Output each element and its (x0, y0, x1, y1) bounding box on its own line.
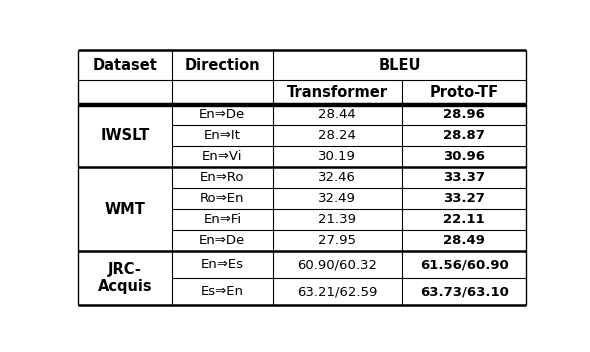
Text: En⇒Es: En⇒Es (201, 258, 244, 271)
Text: 27.95: 27.95 (319, 234, 356, 247)
Text: 28.96: 28.96 (443, 108, 485, 121)
Text: BLEU: BLEU (378, 58, 421, 73)
Text: 63.21/62.59: 63.21/62.59 (297, 285, 378, 298)
Text: En⇒De: En⇒De (199, 234, 245, 247)
Text: Es⇒En: Es⇒En (201, 285, 244, 298)
Text: 63.73/63.10: 63.73/63.10 (420, 285, 509, 298)
Text: 28.44: 28.44 (319, 108, 356, 121)
Text: IWSLT: IWSLT (100, 128, 150, 143)
Text: 28.49: 28.49 (443, 234, 485, 247)
Text: 61.56/60.90: 61.56/60.90 (420, 258, 509, 271)
Text: Direction: Direction (185, 58, 260, 73)
Text: En⇒Fi: En⇒Fi (204, 213, 241, 226)
Text: Transformer: Transformer (287, 84, 388, 100)
Text: 21.39: 21.39 (319, 213, 356, 226)
Text: WMT: WMT (105, 202, 146, 217)
Text: En⇒De: En⇒De (199, 108, 245, 121)
Text: Ro⇒En: Ro⇒En (200, 192, 245, 205)
Text: En⇒It: En⇒It (204, 129, 241, 142)
Text: 28.87: 28.87 (443, 129, 485, 142)
Text: 30.96: 30.96 (443, 150, 485, 163)
Text: Dataset: Dataset (93, 58, 158, 73)
Text: Proto-TF: Proto-TF (430, 84, 499, 100)
Text: En⇒Ro: En⇒Ro (200, 171, 245, 184)
Text: 60.90/60.32: 60.90/60.32 (297, 258, 378, 271)
Text: En⇒Vi: En⇒Vi (202, 150, 242, 163)
Text: 33.37: 33.37 (443, 171, 485, 184)
Text: 22.11: 22.11 (444, 213, 485, 226)
Text: 33.27: 33.27 (443, 192, 485, 205)
Text: JRC-
Acquis: JRC- Acquis (98, 262, 152, 294)
Text: 30.19: 30.19 (319, 150, 356, 163)
Text: 32.49: 32.49 (319, 192, 356, 205)
Text: 28.24: 28.24 (319, 129, 356, 142)
Text: 32.46: 32.46 (319, 171, 356, 184)
